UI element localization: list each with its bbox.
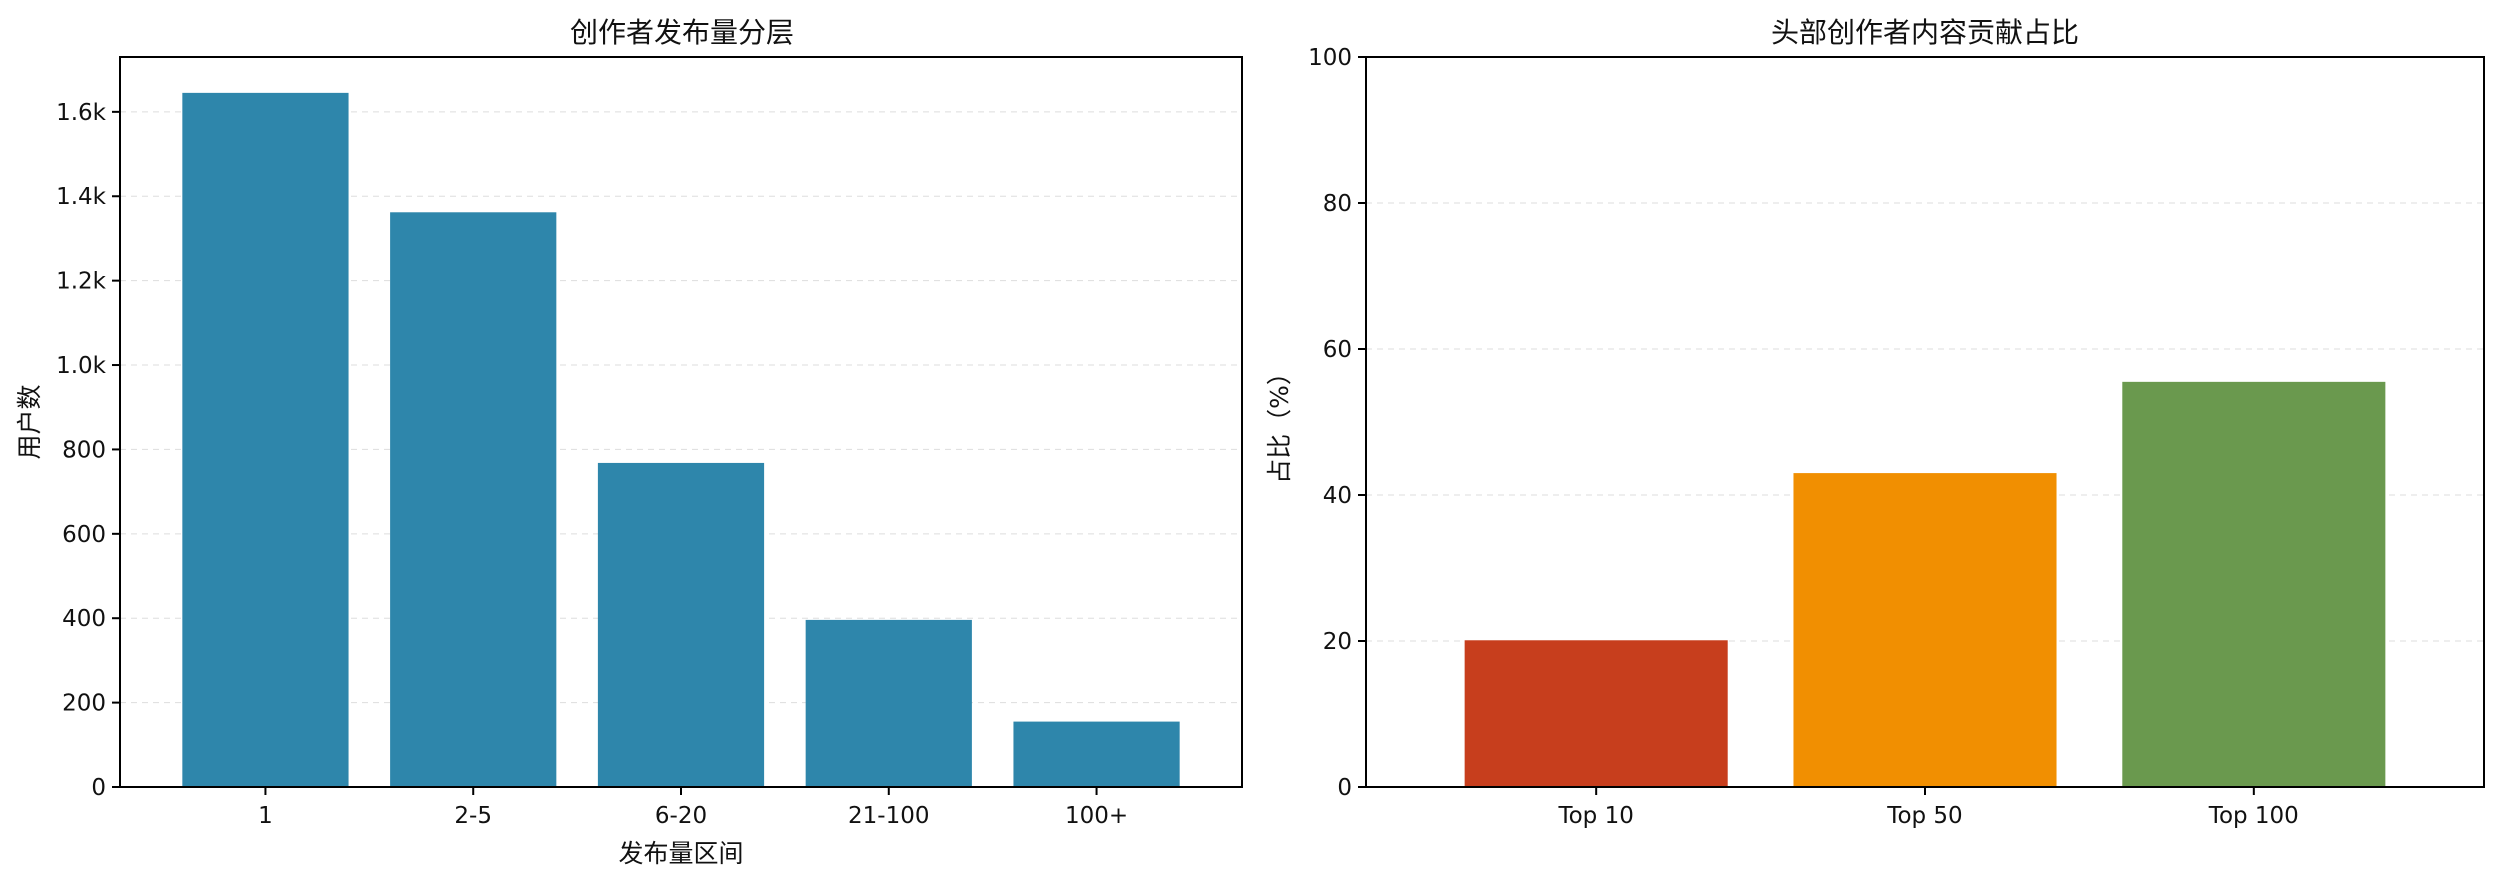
y-axis-label: 占比（%） (1265, 360, 1294, 484)
y-tick-label: 1.2k (56, 269, 107, 295)
y-tick-label: 20 (1323, 629, 1352, 655)
bar-group (1464, 381, 2386, 787)
y-tick-label: 0 (1337, 775, 1352, 801)
y-ticks: 0 20 40 60 80 100 (1308, 45, 1366, 801)
bar (1464, 640, 1728, 787)
bar (1013, 721, 1180, 787)
bar (2122, 381, 2386, 787)
x-tick-label: 21-100 (848, 803, 929, 829)
x-tick-label: Top 100 (2208, 803, 2299, 829)
y-ticks: 0 200 400 600 800 1.0k 1.2k 1.4k 1.6k (56, 100, 120, 801)
bar (182, 92, 349, 787)
bar (597, 462, 765, 787)
y-tick-label: 400 (62, 606, 106, 632)
y-tick-label: 1.0k (56, 353, 107, 379)
bar (805, 619, 972, 787)
x-axis-label: 发布量区间 (618, 839, 743, 868)
y-tick-label: 600 (62, 522, 106, 548)
y-tick-label: 1.6k (56, 100, 107, 126)
chart-title: 创作者发布量分层 (570, 16, 794, 49)
y-tick-label: 60 (1323, 337, 1352, 363)
x-tick-label: Top 10 (1557, 803, 1633, 829)
y-tick-label: 80 (1323, 191, 1352, 217)
x-ticks: Top 10 Top 50 Top 100 (1557, 787, 2299, 829)
x-tick-label: 2-5 (454, 803, 492, 829)
y-tick-label: 0 (91, 775, 106, 801)
y-tick-label: 200 (62, 691, 106, 717)
x-tick-label: 6-20 (655, 803, 707, 829)
y-tick-label: 1.4k (56, 184, 107, 210)
bar-group (182, 92, 1180, 788)
x-tick-label: 100+ (1065, 803, 1128, 829)
y-tick-label: 40 (1323, 483, 1352, 509)
x-tick-label: 1 (258, 803, 273, 829)
x-ticks: 1 2-5 6-20 21-100 100+ (258, 787, 1128, 829)
x-tick-label: Top 50 (1886, 803, 1962, 829)
y-tick-label: 100 (1308, 45, 1352, 71)
chart-title: 头部创作者内容贡献占比 (1771, 16, 2079, 49)
y-tick-label: 800 (62, 437, 106, 463)
publish-volume-chart: 创作者发布量分层 0 200 400 600 800 1.0k 1.2k 1.4k 1.6k 1… (15, 16, 1243, 868)
bar (390, 212, 557, 788)
y-axis-label: 用户数 (15, 384, 44, 459)
bar (1793, 473, 2057, 787)
